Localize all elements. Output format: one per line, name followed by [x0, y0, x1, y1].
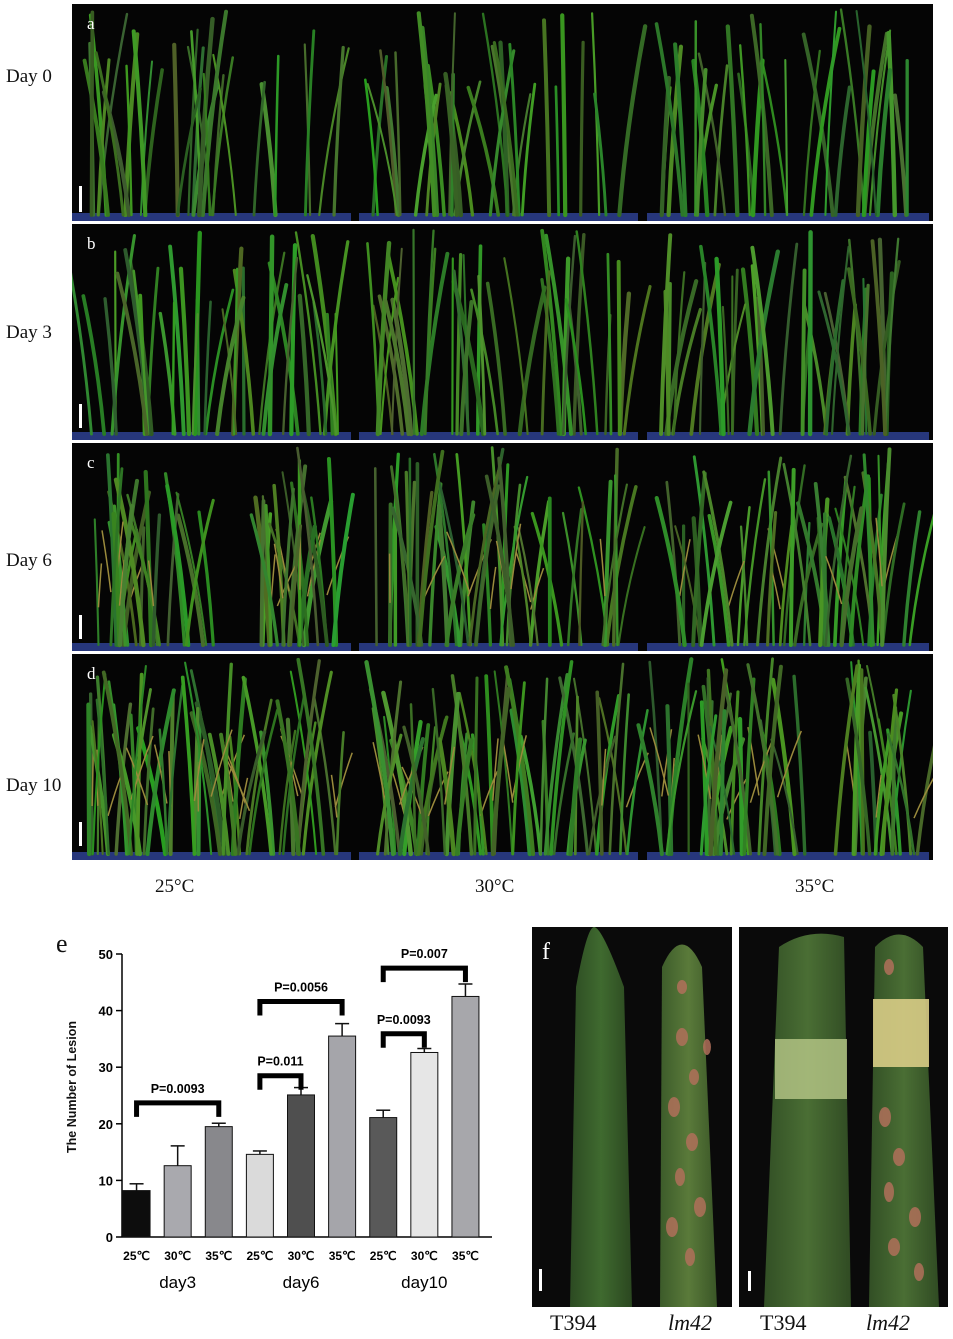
group-label: day6 [283, 1273, 320, 1292]
caption-lm42-right: lm42 [866, 1310, 910, 1335]
p-value-label: P=0.007 [401, 947, 448, 961]
y-tick-label: 0 [106, 1230, 113, 1245]
t394-leaf [570, 927, 632, 1307]
x-tick-label: 25℃ [370, 1249, 397, 1263]
significance-bracket [257, 999, 345, 1016]
temp-label-30: 30°C [475, 876, 515, 897]
bar [204, 1126, 233, 1238]
row-label-day3: Day 3 [6, 322, 52, 343]
bar [410, 1051, 439, 1238]
rice-plants-photo [72, 228, 929, 440]
p-value-label: P=0.011 [257, 1055, 303, 1069]
scale-bar [79, 822, 82, 846]
row-label-day6: Day 6 [6, 550, 52, 571]
bar [287, 1094, 315, 1238]
x-tick-label: 25℃ [123, 1249, 150, 1263]
y-tick-label: 30 [99, 1060, 113, 1075]
y-tick-label: 20 [99, 1117, 113, 1132]
row-label-day0: Day 0 [6, 66, 52, 87]
y-tick-label: 50 [99, 947, 113, 962]
rice-plants-photo [72, 446, 933, 651]
scale-bar [748, 1271, 751, 1291]
group-label: day3 [159, 1273, 196, 1292]
photo-panel-d: d [72, 654, 933, 860]
p-value-label: P=0.0093 [377, 1013, 431, 1027]
leaf-photo-right [748, 933, 939, 1307]
panel-letter-a: a [87, 14, 95, 33]
bar [328, 1035, 357, 1238]
heat-band [775, 1039, 847, 1099]
y-tick-label: 40 [99, 1004, 113, 1019]
panel-letter-e: e [56, 929, 68, 958]
caption-lm42-left: lm42 [668, 1310, 712, 1335]
bar [451, 995, 480, 1238]
x-tick-label: 35℃ [329, 1249, 356, 1263]
temp-label-35: 35°C [795, 876, 835, 897]
bar [122, 1190, 151, 1238]
heat-band [873, 999, 929, 1067]
significance-bracket [380, 1031, 427, 1048]
significance-bracket [257, 1073, 304, 1090]
photo-panel-a: a [72, 4, 933, 221]
caption-t394-right: T394 [760, 1310, 807, 1335]
leaf-photo-left [539, 927, 717, 1307]
y-tick-label: 10 [99, 1173, 113, 1188]
rice-plants-photo [72, 657, 933, 860]
scale-bar [79, 186, 82, 212]
lesion-spots [666, 980, 711, 1266]
x-tick-label: 25℃ [246, 1249, 273, 1263]
panel-letter-c: c [87, 453, 95, 472]
photo-panel-c: c [72, 443, 933, 651]
scale-bar [539, 1269, 542, 1291]
significance-bracket [380, 965, 468, 983]
p-value-label: P=0.0093 [151, 1082, 205, 1096]
panel-letter-f: f [542, 939, 550, 965]
leaf-panel-left: f [532, 927, 732, 1307]
p-value-label: P=0.0056 [274, 981, 328, 995]
rice-plants-photo [72, 8, 929, 221]
scale-bar [79, 615, 82, 639]
group-label: day10 [401, 1273, 447, 1292]
panel-letter-b: b [87, 234, 96, 253]
bar [163, 1165, 192, 1238]
x-tick-label: 35℃ [452, 1249, 479, 1263]
lm42-leaf [660, 944, 717, 1307]
leaf-panel-right [739, 927, 948, 1307]
x-tick-label: 30℃ [164, 1249, 191, 1263]
caption-t394-left: T394 [550, 1310, 597, 1335]
significance-bracket [134, 1100, 222, 1117]
x-tick-label: 30℃ [411, 1249, 438, 1263]
bar [245, 1153, 274, 1238]
panel-letter-d: d [87, 664, 96, 683]
lesion-spots [879, 959, 924, 1281]
photo-panel-b: b [72, 224, 933, 440]
bar [369, 1117, 398, 1238]
x-tick-label: 30℃ [288, 1249, 315, 1263]
temp-label-25: 25°C [155, 876, 195, 897]
scale-bar [79, 404, 82, 428]
lesion-bar-chart: 0 10 20 30 40 50 25℃ 30℃ 35℃ 25℃ 30℃ 35℃ 25℃ 30℃ 35℃ da… [99, 947, 492, 1292]
row-label-day10: Day 10 [6, 775, 62, 796]
t394-leaf [764, 933, 851, 1307]
x-tick-label: 35℃ [205, 1249, 232, 1263]
